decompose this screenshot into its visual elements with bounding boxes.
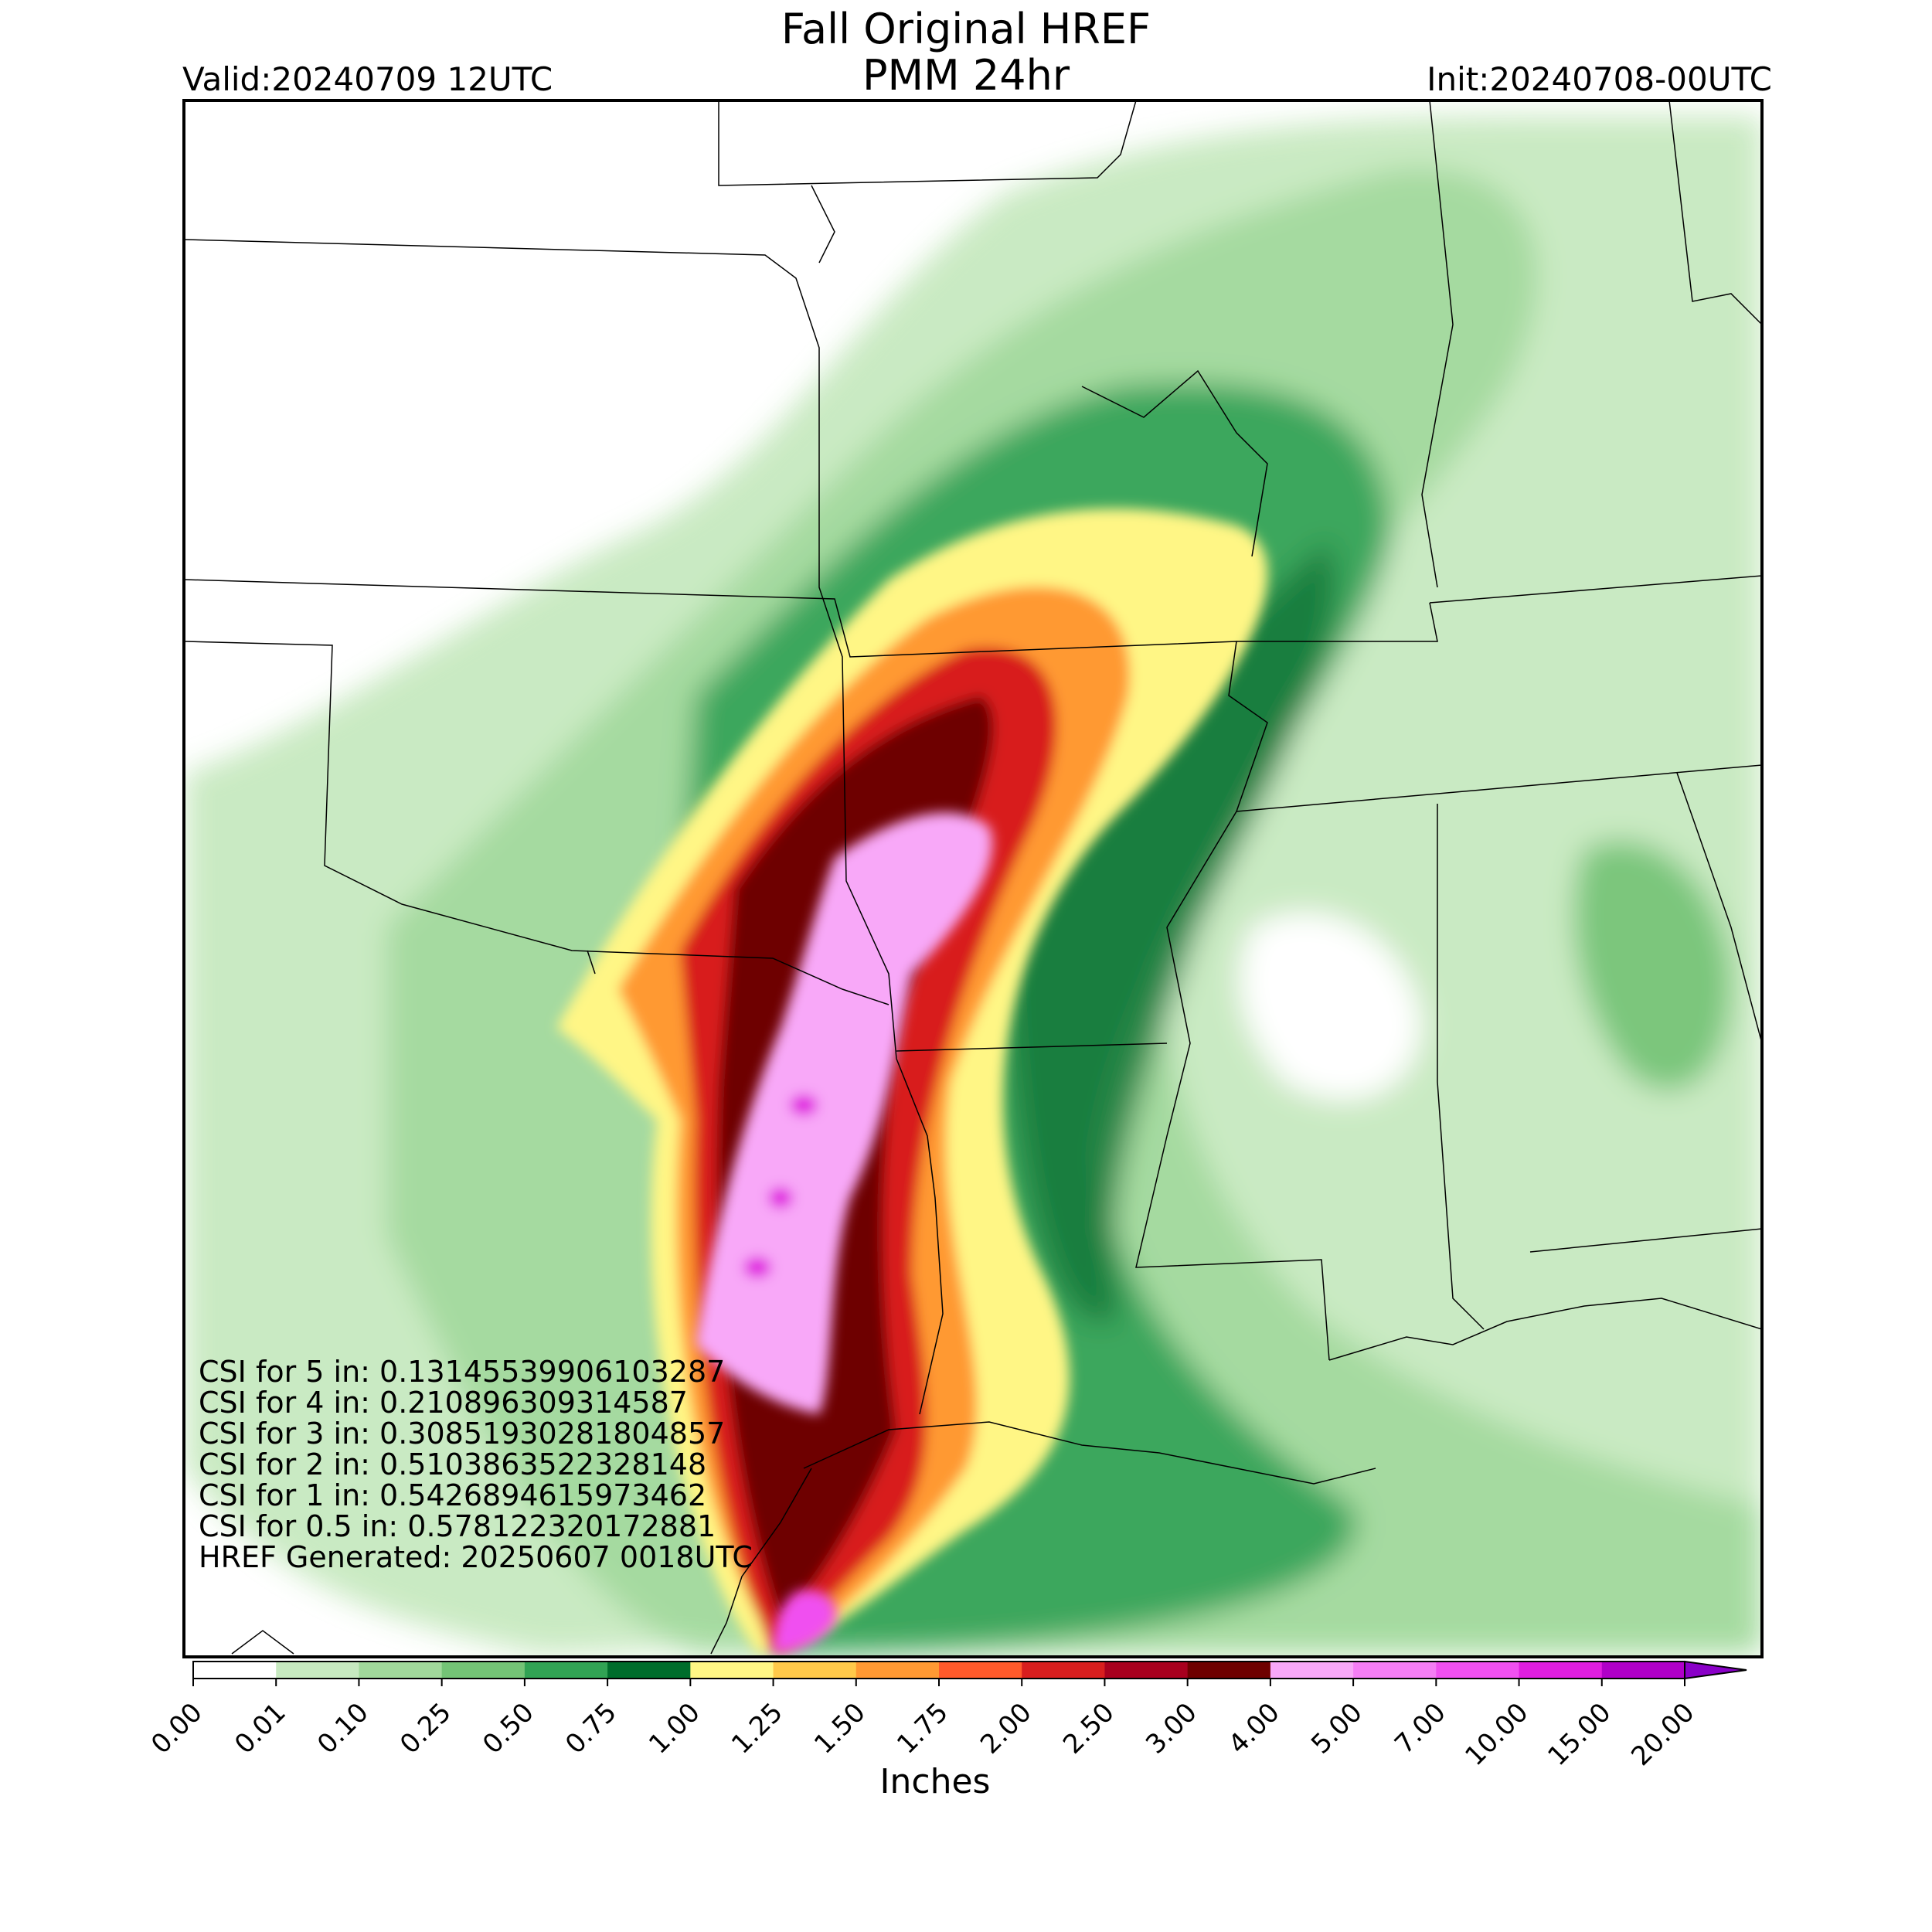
colorbar-extend-arrow xyxy=(1684,1660,1747,1680)
colorbar-segment xyxy=(1187,1662,1271,1679)
colorbar xyxy=(192,1660,1747,1686)
colorbar-segment xyxy=(1601,1662,1685,1679)
csi-3in: CSI for 3 in: 0.30851930281804857 xyxy=(199,1417,726,1451)
colorbar-segment xyxy=(359,1662,443,1679)
magenta-spot-1 xyxy=(790,1094,818,1116)
precip-field xyxy=(185,100,1762,1655)
colorbar-segment xyxy=(690,1662,774,1679)
colorbar-segment xyxy=(1519,1662,1603,1679)
coastal-pink xyxy=(773,1590,836,1654)
href-generated: HREF Generated: 20250607 0018UTC xyxy=(199,1540,753,1574)
colorbar-segment xyxy=(524,1662,608,1679)
magenta-spot-3 xyxy=(743,1257,771,1278)
magenta-spot-2 xyxy=(768,1187,793,1209)
dark-green-band xyxy=(1005,541,1336,1323)
colorbar-segment xyxy=(1022,1662,1105,1679)
valid-time: Valid:20240709 12UTC xyxy=(182,60,553,98)
colorbar-segment xyxy=(441,1662,526,1679)
colorbar-segment xyxy=(1436,1662,1520,1679)
title-line-2: PMM 24hr xyxy=(862,51,1070,100)
title-line-1: Fall Original HREF xyxy=(781,5,1151,53)
colorbar-segment xyxy=(1353,1662,1437,1679)
colorbar-segment xyxy=(1104,1662,1189,1679)
colorbar-segment xyxy=(939,1662,1022,1679)
csi-0-5in: CSI for 0.5 in: 0.578122320172881 xyxy=(199,1509,716,1543)
colorbar-segment xyxy=(1270,1662,1354,1679)
green-right-cluster xyxy=(1573,840,1732,1091)
csi-stats: CSI for 5 in: 0.13145539906103287 CSI fo… xyxy=(199,1356,753,1573)
csi-5in: CSI for 5 in: 0.13145539906103287 xyxy=(199,1355,726,1389)
colorbar-segment xyxy=(276,1662,359,1679)
csi-4in: CSI for 4 in: 0.210896309314587 xyxy=(199,1386,688,1420)
map-frame xyxy=(182,99,1764,1658)
state-borders xyxy=(185,100,1762,1655)
csi-1in: CSI for 1 in: 0.542689461597346​2 xyxy=(199,1478,707,1512)
colorbar-segment xyxy=(773,1662,857,1679)
colorbar-segment xyxy=(855,1662,940,1679)
init-time: Init:20240708-00UTC xyxy=(1427,60,1772,98)
colorbar-label: Inches xyxy=(879,1762,991,1801)
colorbar-segment xyxy=(193,1662,277,1679)
colorbar-segment xyxy=(607,1662,691,1679)
csi-2in: CSI for 2 in: 0.5103863522328148 xyxy=(199,1447,707,1481)
white-hole xyxy=(1239,912,1422,1100)
